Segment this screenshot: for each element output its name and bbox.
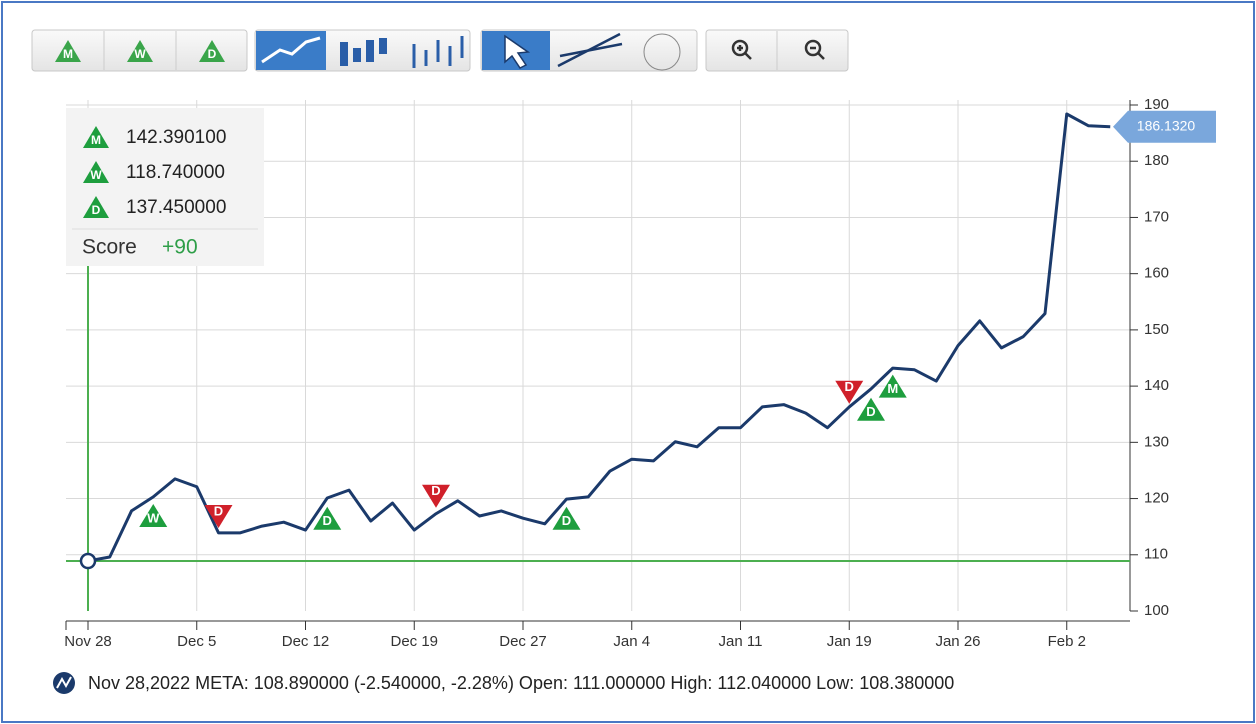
score-value: +90 — [162, 236, 198, 259]
signal-letter: D — [845, 379, 854, 394]
signal-triangle — [199, 40, 225, 62]
y-tick-label: 170 — [1144, 208, 1169, 225]
signal-letter: D — [562, 513, 571, 528]
signal-letter: D — [214, 503, 223, 518]
x-tick-label: Nov 28 — [64, 633, 112, 650]
y-tick-label: 100 — [1144, 602, 1169, 619]
signal-triangle — [127, 40, 153, 62]
candle-button[interactable] — [340, 38, 387, 66]
hover-point — [79, 552, 97, 570]
x-tick-label: Dec 19 — [390, 633, 438, 650]
signal-marker — [552, 506, 581, 530]
y-tick-label: 190 — [1144, 96, 1169, 113]
ohlc-button[interactable] — [412, 36, 464, 68]
signal-letter: M — [887, 381, 898, 396]
signal-letter: W — [134, 47, 146, 61]
fib-button[interactable] — [643, 33, 681, 71]
x-tick-label: Dec 12 — [282, 633, 330, 650]
signal-letter: W — [147, 510, 160, 525]
status-icon-line — [56, 676, 72, 689]
signal-marker — [857, 397, 885, 421]
x-tick-label: Jan 11 — [719, 633, 763, 650]
zoom-out-button[interactable] — [804, 39, 825, 60]
y-tick-label: 130 — [1144, 433, 1169, 450]
last-value-tag — [1113, 110, 1216, 143]
signal-marker — [422, 484, 450, 508]
signal-letter: D — [323, 513, 332, 528]
signal-letter: W — [90, 168, 102, 182]
x-tick-label: Jan 4 — [613, 633, 650, 650]
signal-triangle — [83, 161, 109, 183]
legend-value: 118.740000 — [126, 162, 225, 183]
trendline-button[interactable] — [557, 32, 623, 68]
signal-letter: D — [92, 203, 101, 217]
signal-letter: D — [208, 47, 217, 61]
signal-triangle — [83, 126, 109, 148]
signal-marker — [313, 506, 342, 530]
legend-value: 137.450000 — [126, 197, 226, 218]
y-tick-label: 140 — [1144, 377, 1169, 394]
status-text: Nov 28,2022 META: 108.890000 (-2.540000,… — [88, 673, 954, 693]
signal-letter: M — [91, 133, 101, 147]
line-icon — [261, 36, 321, 64]
y-tick-label: 120 — [1144, 490, 1169, 507]
x-tick-label: Feb 2 — [1048, 633, 1086, 650]
price-line — [87, 112, 1111, 563]
last-value-label: 186.1320 — [1137, 117, 1196, 133]
signal-marker — [204, 504, 233, 528]
y-tick-label: 110 — [1144, 546, 1168, 563]
signal-marker — [835, 380, 864, 404]
signal-letter: D — [431, 483, 440, 498]
x-tick-label: Dec 5 — [177, 633, 216, 650]
legend-value: 142.390100 — [126, 127, 226, 148]
signal-letter: M — [63, 47, 73, 61]
score-label: Score — [82, 236, 137, 259]
y-tick-label: 150 — [1144, 321, 1169, 338]
x-tick-label: Jan 19 — [827, 633, 872, 650]
signal-marker — [878, 374, 907, 398]
y-tick-label: 160 — [1144, 265, 1169, 282]
x-tick-label: Jan 26 — [935, 633, 980, 650]
zoom-in-button[interactable] — [731, 39, 752, 60]
signal-triangle — [55, 40, 81, 62]
y-tick-label: 180 — [1144, 152, 1169, 169]
line-button[interactable] — [256, 31, 326, 70]
pointer-icon — [504, 34, 531, 69]
signal-triangle — [83, 196, 109, 218]
signal-letter: D — [866, 404, 875, 419]
toolbar — [31, 29, 849, 72]
x-tick-label: Dec 27 — [499, 633, 547, 650]
signal-marker — [139, 503, 168, 527]
